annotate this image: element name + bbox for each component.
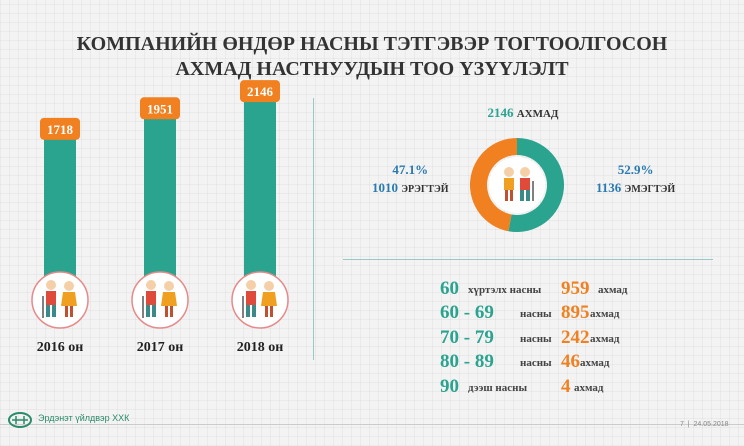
elderly-couple-icon bbox=[231, 271, 289, 329]
male-percent: 47.1% bbox=[392, 162, 429, 177]
age-suffix: насны bbox=[520, 308, 552, 320]
year-label: 2018 он bbox=[236, 340, 284, 355]
elderly-couple-icon bbox=[31, 271, 89, 329]
female-count: 1136 bbox=[596, 180, 622, 195]
age-suffix: насны bbox=[520, 333, 552, 345]
male-count: 1010 bbox=[372, 180, 398, 195]
page-info: 7 | 24.05.2018 bbox=[680, 421, 729, 428]
donut-total-number: 2146 bbox=[487, 105, 514, 120]
age-row: 60 - 69 насны 895 ахмад bbox=[440, 302, 640, 326]
gender-donut-chart bbox=[470, 138, 564, 232]
age-row: 80 - 89 насны 46 ахмад bbox=[440, 351, 640, 375]
female-percent: 52.9% bbox=[617, 162, 654, 177]
age-range: 90 bbox=[440, 376, 459, 397]
bar bbox=[244, 96, 276, 285]
year-label: 2017 он bbox=[136, 340, 184, 355]
bar-value-label: 2146 bbox=[247, 84, 274, 99]
bar-value-badge bbox=[240, 80, 280, 103]
age-range: 70 - 79 bbox=[440, 327, 494, 348]
age-count-unit: ахмад bbox=[598, 284, 628, 296]
age-count-unit: ахмад bbox=[590, 308, 620, 320]
bar bbox=[44, 133, 76, 285]
age-count-unit: ахмад bbox=[574, 382, 604, 394]
age-count: 959 bbox=[561, 278, 590, 299]
female-label: ЭМЭГТЭЙ bbox=[624, 184, 676, 195]
age-range: 80 - 89 bbox=[440, 351, 494, 372]
age-row: 60 хүртэлх насны 959 ахмад bbox=[440, 278, 640, 302]
bar-value-label: 1951 bbox=[147, 101, 173, 116]
footer-divider bbox=[0, 424, 744, 425]
donut-total: 2146 АХМАД bbox=[468, 105, 578, 121]
elderly-couple-icon bbox=[489, 157, 545, 213]
bar-value-badge bbox=[40, 117, 80, 140]
bar bbox=[144, 113, 176, 285]
company-logo-icon bbox=[8, 412, 32, 428]
age-count-unit: ахмад bbox=[590, 333, 620, 345]
female-legend: 52.9% 1136 ЭМЭГТЭЙ bbox=[596, 161, 675, 199]
company-name: Эрдэнэт үйлдвэр ХХК bbox=[38, 413, 130, 423]
age-row: 70 - 79 насны 242 ахмад bbox=[440, 327, 640, 351]
donut-slice bbox=[470, 138, 517, 232]
title-line-1: КОМПАНИЙН ӨНДӨР НАСНЫ ТЭТГЭВЭР ТОГТООЛГО… bbox=[76, 33, 668, 55]
age-suffix: насны bbox=[520, 357, 552, 369]
vertical-divider bbox=[313, 98, 314, 360]
age-count: 895 bbox=[561, 302, 590, 323]
page-number: 7 bbox=[680, 421, 684, 428]
bar-value-label: 1718 bbox=[47, 122, 74, 137]
male-label: ЭРЭГТЭЙ bbox=[401, 184, 449, 195]
title-line-2: АХМАД НАСТНУУДЫН ТОО ҮЗҮҮЛЭЛТ bbox=[175, 58, 569, 80]
year-label: 2016 он bbox=[36, 340, 84, 355]
donut-slice bbox=[508, 138, 564, 232]
age-range: 60 - 69 bbox=[440, 302, 494, 323]
age-count: 4 bbox=[561, 376, 571, 397]
age-range: 60 bbox=[440, 278, 459, 299]
elderly-couple-icon bbox=[131, 271, 189, 329]
age-row: 90 дээш насны 4 ахмад bbox=[440, 376, 640, 400]
page-title: КОМПАНИЙН ӨНДӨР НАСНЫ ТЭТГЭВЭР ТОГТООЛГО… bbox=[0, 32, 744, 82]
age-count-unit: ахмад bbox=[580, 357, 610, 369]
horizontal-divider bbox=[343, 259, 713, 260]
age-count: 46 bbox=[561, 351, 580, 372]
donut-total-unit: АХМАД bbox=[516, 108, 559, 120]
page-date: 24.05.2018 bbox=[693, 421, 729, 428]
bar-value-badge bbox=[140, 97, 180, 120]
age-count: 242 bbox=[561, 327, 590, 348]
male-legend: 47.1% 1010 ЭРЭГТЭЙ bbox=[372, 161, 449, 199]
age-suffix: хүртэлх насны bbox=[468, 284, 542, 296]
age-suffix: дээш насны bbox=[468, 382, 528, 394]
